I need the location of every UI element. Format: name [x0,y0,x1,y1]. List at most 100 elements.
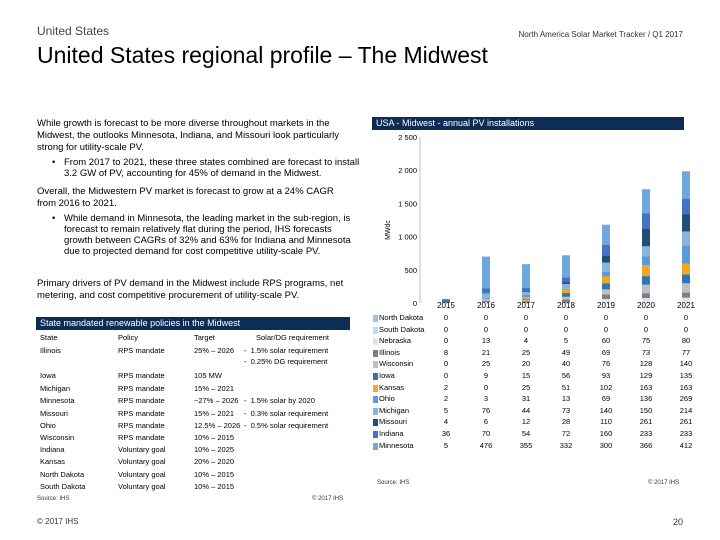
bar-segment-minnesota-2016 [482,256,490,289]
legend-row: South Dakota 0 0 0 0 0 0 0 [370,325,700,337]
bar-segment-nebraska-2021 [682,297,690,303]
data-label: 93 [601,371,611,380]
legend-row: Missouri 4 6 12 28 110 261 261 [370,417,700,429]
bar-segment-minnesota-2015 [442,298,450,300]
data-label: 25 [521,382,531,392]
table-row: Indiana Voluntary goal 10% – 2025 [36,445,356,456]
bar-segment-nebraska-2018 [562,302,570,304]
bar-segment-minnesota-2020 [642,189,650,214]
header-policy: Policy [118,333,139,342]
data-label: 0 [443,313,449,322]
data-label: 0 [643,313,649,322]
data-label: 6 [483,417,489,427]
legend-row: Ohio 2 3 31 13 69 136 269 [370,394,700,406]
data-label: 73 [641,347,651,357]
data-label: 0 [683,313,689,322]
policy-cell: RPS mandate [118,396,165,405]
y-tick-label: 2 000 [398,166,417,175]
data-label: 13 [481,336,491,346]
data-label: 4 [443,417,449,427]
data-label: 355 [519,440,533,450]
legend-swatch [373,349,378,357]
requirement-cell: - 1.5% solar by 2020 [244,396,315,405]
bar-segment-nebraska-2016 [482,302,490,303]
legend-swatch [373,407,378,415]
paragraph-cagr: Overall, the Midwestern PV market is for… [37,186,334,209]
bar-segment-michigan-2020 [642,246,650,257]
table-row: Iowa RPS mandate 105 MW [36,371,356,382]
header-state: State [40,333,58,342]
bar-segment-indiana-2020 [642,213,650,229]
bar-segment-ohio-2018 [562,288,570,290]
bar-segment-missouri-2020 [642,228,650,247]
target-cell: 10% – 2015 [194,482,235,491]
page-number: 20 [672,517,683,527]
bar-segment-indiana-2021 [682,198,690,215]
bar-segment-michigan-2015 [442,301,450,303]
data-label: 0 [443,336,449,346]
target-cell: 10% – 2015 [194,433,235,442]
legend-swatch [373,326,378,334]
data-label: 4 [523,336,529,346]
data-label: 0 [523,313,529,322]
bar-segment-minnesota-2019 [602,224,610,245]
bar-segment-illinois-2018 [562,299,570,303]
bar-segment-iowa-2021 [682,274,690,284]
report-name: North America Solar Market Tracker / Q1 … [518,30,683,39]
data-label: 12 [521,417,531,427]
bar-segment-indiana-2016 [482,288,490,293]
table-row: Ohio RPS mandate 12.5% – 2026- 0.5% solar … [36,421,356,432]
data-label: 0 [443,324,449,334]
bar-segment-ohio-2019 [602,271,610,277]
bar-segment-iowa-2017 [522,298,530,300]
data-label: 300 [599,440,613,450]
bar-segment-illinois-2016 [482,300,490,303]
target-cell: 12.5% – 2026 [194,421,241,430]
data-label: 476 [479,440,493,450]
bar-segment-kansas-2018 [562,289,570,294]
data-label: 0 [443,371,449,380]
state-cell: Ohio [40,421,56,430]
bar-segment-michigan-2021 [682,231,690,246]
legend-row: Minnesota 5 476 355 332 300 366 412 [370,441,700,453]
state-cell: Michigan [40,384,71,393]
bar-segment-indiana-2017 [522,287,530,292]
bar-segment-kansas-2020 [642,265,650,277]
data-label: 70 [481,429,491,438]
data-label: 0 [523,324,529,334]
state-cell: Indiana [40,445,65,454]
data-label: 40 [561,359,571,369]
bar-segment-missouri-2015 [442,301,450,303]
data-label: 31 [521,394,531,404]
data-label: 160 [599,429,613,438]
legend-label: Michigan [379,405,410,415]
bar-segment-ohio-2015 [442,302,450,303]
legend-label: Nebraska [379,336,412,346]
legend-swatch [373,396,378,404]
legend-row: Indiana 36 70 54 72 160 233 233 [370,429,700,441]
data-label: 25 [521,347,531,357]
data-label: 0 [483,313,489,322]
data-label: 21 [481,347,491,357]
data-label: 60 [601,336,611,346]
requirement-cell-2: - 0.25% DG requirement [244,357,328,366]
data-label: 269 [679,394,693,404]
bar-segment-michigan-2018 [562,283,570,289]
target-cell: 15% – 2021 [194,409,235,418]
y-tick-label: 1 000 [398,233,417,242]
data-label: 54 [521,429,531,438]
data-label: 0 [483,382,489,392]
policy-cell: Voluntary goal [118,445,166,454]
y-tick-label: 2 500 [398,133,417,142]
bar-segment-wisconsin-2018 [562,296,570,300]
data-label: 36 [441,429,451,438]
legend-row: North Dakota 0 0 0 0 0 0 0 [370,313,700,325]
data-label: 75 [641,336,651,346]
data-label: 25 [481,359,491,369]
legend-label: South Dakota [379,324,425,334]
legend-label: Illinois [379,347,400,357]
bar-segment-missouri-2018 [562,282,570,284]
data-label: 261 [679,417,693,427]
y-tick-label: 500 [404,266,417,275]
data-label: 233 [639,429,653,438]
